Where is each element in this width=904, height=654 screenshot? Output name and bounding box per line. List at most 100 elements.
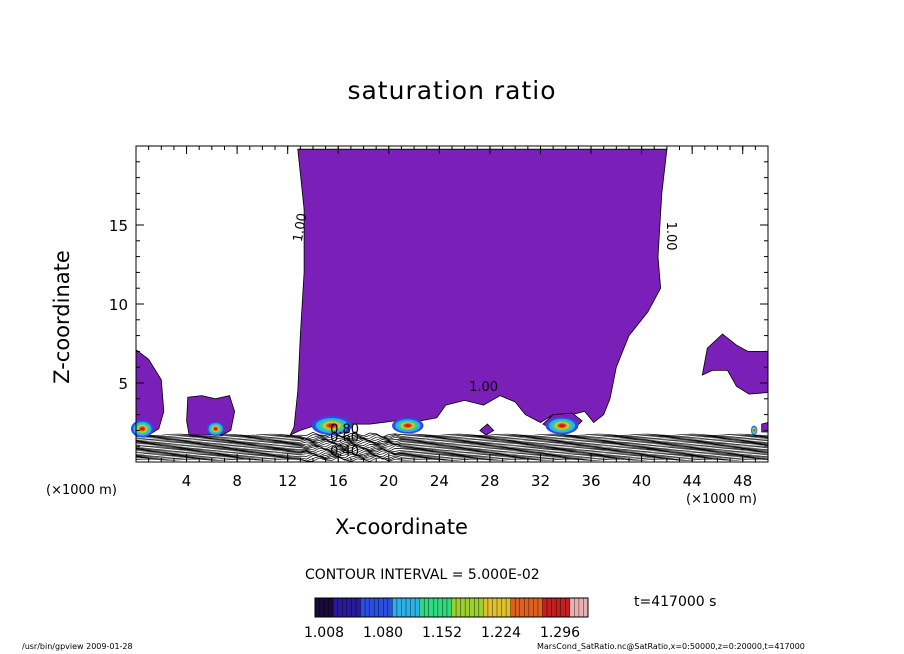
contour-line-11 bbox=[135, 443, 769, 450]
x-tick-label: 16 bbox=[329, 472, 348, 490]
colorbar-cell bbox=[424, 598, 430, 617]
colorbar-cell bbox=[428, 598, 434, 617]
colorbar-cell bbox=[460, 598, 466, 617]
contour-line-2 bbox=[135, 455, 769, 461]
colorbar-cell bbox=[547, 598, 553, 617]
colorbar-tick-label: 1.080 bbox=[363, 625, 403, 641]
colorbar-cell bbox=[583, 598, 589, 617]
colorbar-cell bbox=[360, 598, 366, 617]
colorbar-cell bbox=[401, 598, 407, 617]
saturation-patch-4-5 bbox=[559, 424, 565, 428]
contour-line-13 bbox=[135, 441, 769, 447]
colorbar-cell bbox=[346, 598, 352, 617]
colorbar-cell bbox=[515, 598, 521, 617]
contour-label: 0.80 bbox=[330, 423, 359, 438]
colorbar-cell bbox=[510, 598, 516, 617]
contour-interval-label: CONTOUR INTERVAL = 5.000E-02 bbox=[305, 567, 540, 583]
contour-line-21 bbox=[135, 432, 769, 438]
colorbar-cell bbox=[442, 598, 448, 617]
contour-line-17 bbox=[135, 437, 769, 443]
colorbar-tick-label: 1.296 bbox=[540, 625, 580, 641]
x-unit-label-left: (×1000 m) bbox=[46, 483, 117, 498]
x-axis-label: X-coordinate bbox=[335, 515, 468, 539]
contour-line-12 bbox=[135, 442, 769, 449]
colorbar-cell bbox=[415, 598, 421, 617]
contour-line-5 bbox=[135, 450, 768, 457]
contour-line-3 bbox=[135, 453, 769, 459]
colorbar-cell bbox=[569, 598, 575, 617]
colorbar-tick-label: 1.008 bbox=[304, 625, 344, 641]
colorbar-cell bbox=[383, 598, 389, 617]
colorbar-cell bbox=[419, 598, 425, 617]
saturation-patch-1-5 bbox=[214, 427, 218, 431]
colorbar-cell bbox=[446, 598, 452, 617]
y-tick-label: 5 bbox=[118, 375, 128, 393]
colorbar-cell bbox=[524, 598, 530, 617]
contour-line-14 bbox=[135, 440, 769, 446]
colorbar-cell bbox=[487, 598, 493, 617]
colorbar-cell bbox=[433, 598, 439, 617]
x-tick-label: 24 bbox=[430, 472, 449, 490]
contour-line-19 bbox=[135, 434, 769, 440]
colorbar-cell bbox=[333, 598, 339, 617]
contour-line-8 bbox=[135, 447, 768, 453]
colorbar-cell bbox=[506, 598, 512, 617]
x-tick-label: 28 bbox=[480, 472, 499, 490]
colorbar-cell bbox=[451, 598, 457, 617]
saturated-region bbox=[135, 148, 769, 436]
colorbar-cell bbox=[410, 598, 416, 617]
contour-label: 1.00 bbox=[291, 212, 311, 243]
supersaturated-region-6 bbox=[479, 423, 495, 436]
time-label: t=417000 s bbox=[634, 594, 717, 610]
x-tick-label: 48 bbox=[733, 472, 752, 490]
colorbar-cell bbox=[328, 598, 334, 617]
footer-command: /usr/bin/gpview 2009-01-28 bbox=[22, 642, 133, 651]
contour-label: 1.00 bbox=[663, 222, 678, 251]
colorbar-cell bbox=[478, 598, 484, 617]
colorbar-cell bbox=[519, 598, 525, 617]
contour-lines bbox=[135, 432, 769, 463]
colorbar-cell bbox=[324, 598, 330, 617]
colorbar-cell bbox=[456, 598, 462, 617]
colorbar-frame bbox=[314, 597, 589, 618]
contour-labels: 1.00 1.00 1.00 0.800.600.40 bbox=[291, 212, 678, 460]
colorbar: 1.008 1.080 1.152 1.224 1.296 bbox=[304, 597, 589, 641]
colorbar-cell bbox=[528, 598, 534, 617]
contour-line-9 bbox=[135, 446, 769, 452]
colorbar-cell bbox=[469, 598, 475, 617]
x-tick-label: 40 bbox=[632, 472, 651, 490]
colorbar-cell bbox=[337, 598, 343, 617]
colorbar-cell bbox=[396, 598, 402, 617]
saturation-patch-0-5 bbox=[140, 427, 145, 431]
x-tick-label: 8 bbox=[232, 472, 242, 490]
colorbar-cell bbox=[315, 598, 321, 617]
contour-line-18 bbox=[135, 435, 769, 441]
colorbar-tick-label: 1.152 bbox=[422, 625, 462, 641]
high-saturation-patches bbox=[130, 416, 758, 438]
colorbar-cell bbox=[437, 598, 443, 617]
colorbar-cell bbox=[492, 598, 498, 617]
colorbar-cell bbox=[387, 598, 393, 617]
colorbar-cell bbox=[560, 598, 566, 617]
contour-line-4 bbox=[135, 452, 769, 458]
contour-label: 0.40 bbox=[330, 445, 359, 460]
colorbar-cell bbox=[369, 598, 375, 617]
colorbar-cell bbox=[351, 598, 357, 617]
y-tick-label: 10 bbox=[109, 296, 128, 314]
colorbar-cell bbox=[342, 598, 348, 617]
colorbar-cell bbox=[578, 598, 584, 617]
saturation-patch-3-5 bbox=[404, 424, 411, 428]
colorbar-cell bbox=[574, 598, 580, 617]
x-tick-label: 12 bbox=[278, 472, 297, 490]
colorbar-cell bbox=[465, 598, 471, 617]
x-tick-label: 44 bbox=[683, 472, 702, 490]
footer-source: MarsCond_SatRatio.nc@SatRatio,x=0:50000,… bbox=[537, 642, 805, 651]
colorbar-cell bbox=[551, 598, 557, 617]
contour-line-6 bbox=[135, 450, 769, 456]
colorbar-cell bbox=[365, 598, 371, 617]
x-tick-label: 32 bbox=[531, 472, 550, 490]
contour-line-7 bbox=[135, 448, 769, 454]
contour-line-15 bbox=[135, 439, 769, 445]
colorbar-cell bbox=[565, 598, 571, 617]
